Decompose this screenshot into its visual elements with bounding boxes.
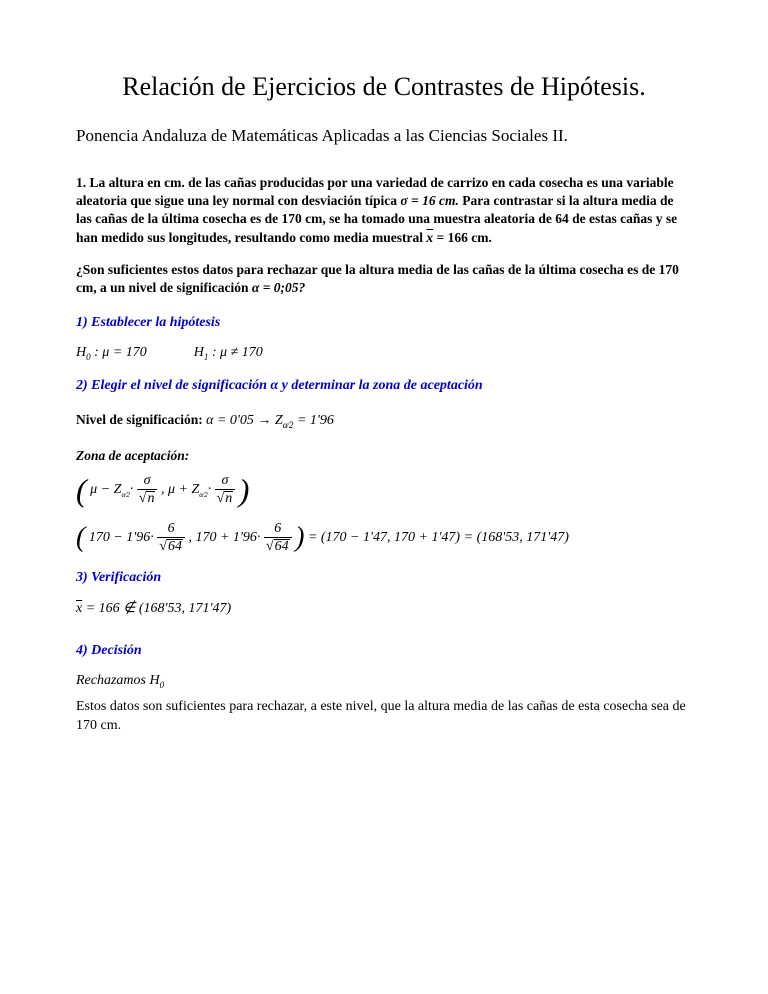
comma1: ,: [161, 482, 168, 497]
lparen2-icon: (: [76, 524, 85, 552]
calc-a: 170 − 1'96·: [89, 530, 154, 545]
acceptance-zone-calc: ( 170 − 1'96· 6 64 , 170 + 1'96· 6 64 ) …: [76, 522, 692, 554]
sqrt3: 64: [159, 539, 183, 554]
page: Relación de Ejercicios de Contrastes de …: [0, 0, 768, 994]
question-text: ¿Son suficientes estos datos para rechaz…: [76, 261, 692, 297]
a2-2: α⁄2: [199, 491, 207, 499]
sigma1: σ: [137, 474, 158, 490]
dot2: ·: [208, 482, 212, 497]
significance-level: Nivel de significación: α = 0'05 → Zα⁄2 …: [76, 412, 692, 430]
nivel-label: Nivel de significación:: [76, 412, 206, 427]
xbar-value: = 166 cm.: [433, 230, 492, 245]
h1-rest: : μ ≠ 170: [208, 345, 262, 360]
subtitle: Ponencia Andaluza de Matemáticas Aplicad…: [76, 126, 692, 146]
sqrt2: n: [217, 491, 234, 506]
sigma2: σ: [215, 474, 236, 490]
sigma-value: σ = 16 cm.: [400, 193, 458, 208]
calc-mid: (170 − 1'47, 170 + 1'47): [321, 530, 460, 545]
rparen-icon: ): [239, 474, 250, 506]
hypotheses: H0 : μ = 170 H1 : μ ≠ 170: [76, 345, 692, 362]
nivel-end: = 1'96: [293, 413, 333, 428]
sf1: 64: [167, 539, 183, 554]
frac4: 6 64: [264, 522, 292, 554]
minus1: −: [97, 482, 113, 497]
h0-rest: : μ = 170: [91, 345, 147, 360]
rech-text: Rechazamos H: [76, 673, 160, 688]
step-1-heading: 1) Establecer la hipótesis: [76, 315, 692, 331]
problem-statement: 1. La altura en cm. de las cañas produci…: [76, 174, 692, 247]
sqrt1: n: [139, 491, 156, 506]
nivel-sub: α⁄2: [283, 420, 294, 430]
h0-label: H: [76, 345, 86, 360]
eq2: =: [464, 530, 477, 545]
n1: n: [146, 491, 155, 506]
question-line: ¿Son suficientes estos datos para rechaz…: [76, 262, 679, 295]
conclusion-text: Estos datos son suficientes para rechaza…: [76, 698, 692, 736]
page-title: Relación de Ejercicios de Contrastes de …: [76, 72, 692, 102]
sf2: 64: [274, 539, 290, 554]
calc-right: (168'53, 171'47): [477, 530, 569, 545]
h1-label: H: [194, 345, 204, 360]
nivel-math: α = 0'05 → Z: [206, 413, 283, 428]
lparen-icon: (: [76, 474, 87, 506]
frac2: σ n: [215, 474, 236, 506]
sqrt4: 64: [266, 539, 290, 554]
verification: x = 166 ∉ (168'53, 171'47): [76, 600, 692, 617]
six1: 6: [157, 522, 185, 538]
decision: Rechazamos H0: [76, 673, 692, 690]
eq1: =: [308, 530, 321, 545]
frac1: σ n: [137, 474, 158, 506]
rech-sub: 0: [160, 680, 165, 690]
step-3-heading: 3) Verificación: [76, 570, 692, 586]
six2: 6: [264, 522, 292, 538]
calc-b: , 170 + 1'96·: [188, 530, 260, 545]
plus1: +: [175, 482, 191, 497]
step-2-heading: 2) Elegir el nivel de significación α y …: [76, 378, 692, 394]
dot1: ·: [130, 482, 134, 497]
acceptance-zone-formula: ( μ − Zα⁄2· σ n , μ + Zα⁄2· σ n ): [76, 474, 692, 506]
n2: n: [224, 491, 233, 506]
verif-text: = 166 ∉ (168'53, 171'47): [82, 601, 231, 616]
step-4-heading: 4) Decisión: [76, 643, 692, 659]
zona-label: Zona de aceptación:: [76, 448, 692, 464]
mu2: μ: [168, 482, 175, 497]
a2-1: α⁄2: [121, 491, 129, 499]
frac3: 6 64: [157, 522, 185, 554]
alpha-value: α = 0;05?: [252, 280, 305, 295]
rparen2-icon: ): [295, 524, 304, 552]
